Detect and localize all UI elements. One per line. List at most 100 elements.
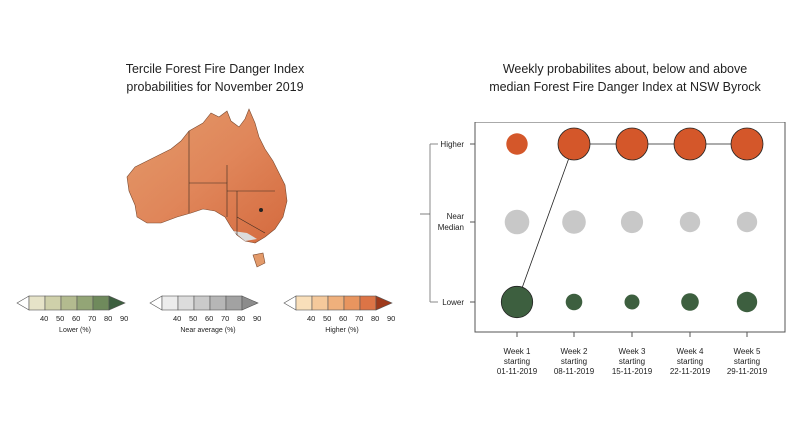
- legend-swatch: [295, 295, 313, 311]
- svg-text:Higher: Higher: [440, 140, 464, 149]
- probability-bubble: [730, 127, 764, 161]
- legend-caption: Higher (%): [325, 327, 359, 334]
- legend-tick-label: 50: [56, 314, 65, 323]
- chart-title-line2: median Forest Fire Danger Index at NSW B…: [489, 80, 761, 94]
- byrock-location-dot: [259, 208, 263, 212]
- svg-text:starting: starting: [561, 357, 587, 366]
- australia-probability-map: [126, 108, 288, 268]
- legend-tick-label: 60: [72, 314, 81, 323]
- probability-bubble: [506, 133, 528, 155]
- svg-text:22-11-2019: 22-11-2019: [670, 367, 711, 376]
- legend-higher: 40 50 60 70 80 90 Higher (%): [282, 294, 402, 334]
- legend-colorbar: [283, 295, 393, 311]
- legend-swatch: [60, 295, 78, 311]
- svg-text:Near: Near: [447, 212, 465, 221]
- probability-bubble: [500, 285, 534, 319]
- svg-text:Week 2: Week 2: [561, 347, 589, 356]
- legend-tick-label: 70: [88, 314, 97, 323]
- legend-tick-label: 50: [323, 314, 332, 323]
- y-tick-label: Near Median: [438, 212, 475, 232]
- legend-colorbar: [16, 295, 126, 311]
- victoria-cooler-area: [233, 231, 257, 241]
- state-borders: [188, 131, 275, 235]
- legend-tick-label: 50: [189, 314, 198, 323]
- svg-text:Median: Median: [438, 223, 464, 232]
- svg-text:starting: starting: [504, 357, 530, 366]
- probability-bubble: [615, 127, 649, 161]
- legend-tick-label: 60: [205, 314, 214, 323]
- probability-bubble: [736, 291, 758, 313]
- y-tick-label: Higher: [440, 140, 475, 149]
- svg-text:starting: starting: [619, 357, 645, 366]
- legend-swatch: [311, 295, 329, 311]
- legend-tick-label: 40: [40, 314, 49, 323]
- plot-frame: [474, 122, 786, 333]
- probability-bubble: [557, 127, 591, 161]
- svg-text:08-11-2019: 08-11-2019: [554, 367, 595, 376]
- probability-bubble: [624, 294, 640, 310]
- legend-left-arrow: [16, 295, 30, 311]
- svg-text:Week 3: Week 3: [619, 347, 647, 356]
- legend-swatch: [225, 295, 243, 311]
- legend-left-arrow: [283, 295, 297, 311]
- legend-swatch: [177, 295, 195, 311]
- legend-tick-label: 80: [371, 314, 380, 323]
- svg-text:01-11-2019: 01-11-2019: [497, 367, 538, 376]
- legend-swatch: [343, 295, 361, 311]
- legend-swatch: [76, 295, 94, 311]
- australia-mainland: [126, 108, 288, 244]
- tasmania: [252, 252, 266, 268]
- legend-swatch: [193, 295, 211, 311]
- svg-text:Lower: Lower: [442, 298, 464, 307]
- svg-text:Week 4: Week 4: [677, 347, 705, 356]
- legend-right-arrow: [241, 295, 259, 311]
- svg-text:starting: starting: [677, 357, 703, 366]
- legend-tick-label: 80: [104, 314, 113, 323]
- legend-right-arrow: [375, 295, 393, 311]
- legend-lower: 40 50 60 70 80 90 Lower (%): [15, 294, 135, 334]
- probability-bubble: [620, 210, 644, 234]
- legend-tick-label: 60: [339, 314, 348, 323]
- legend-near-average: 40 50 60 70 80 90 Near average (%): [148, 294, 268, 334]
- probability-bubble: [504, 209, 530, 235]
- legend-tick-label: 70: [355, 314, 364, 323]
- legend-tick-label: 90: [387, 314, 396, 323]
- legend-right-arrow: [108, 295, 126, 311]
- probability-bubble: [736, 211, 758, 233]
- svg-text:29-11-2019: 29-11-2019: [727, 367, 768, 376]
- probability-bubble: [681, 293, 699, 311]
- legend-tick-label: 80: [237, 314, 246, 323]
- legend-swatch: [161, 295, 179, 311]
- y-tick-label: Lower: [442, 298, 475, 307]
- svg-text:15-11-2019: 15-11-2019: [612, 367, 653, 376]
- legend-tick-label: 90: [253, 314, 262, 323]
- legend-swatch: [28, 295, 46, 311]
- legend-swatch: [209, 295, 227, 311]
- svg-text:Week 5: Week 5: [734, 347, 762, 356]
- chart-title: Weekly probabilites about, below and abo…: [470, 60, 780, 96]
- svg-text:Week 1: Week 1: [504, 347, 532, 356]
- legend-tick-label: 70: [221, 314, 230, 323]
- legend-caption: Near average (%): [180, 327, 236, 334]
- legend-swatch: [92, 295, 110, 311]
- map-title-line2: probabilities for November 2019: [126, 80, 304, 94]
- probability-bubble: [565, 293, 583, 311]
- legend-tick-label: 40: [173, 314, 182, 323]
- map-title-line1: Tercile Forest Fire Danger Index: [125, 62, 305, 76]
- map-title: Tercile Forest Fire Danger Index probabi…: [95, 60, 335, 96]
- legend-tick-label: 40: [307, 314, 316, 323]
- legend-swatch: [327, 295, 345, 311]
- legend-swatch: [44, 295, 62, 311]
- legend-tick-label: 90: [120, 314, 129, 323]
- svg-text:starting: starting: [734, 357, 760, 366]
- legend-colorbar: [149, 295, 259, 311]
- legend-swatch: [359, 295, 377, 311]
- legend-left-arrow: [149, 295, 163, 311]
- probability-bubble: [673, 127, 707, 161]
